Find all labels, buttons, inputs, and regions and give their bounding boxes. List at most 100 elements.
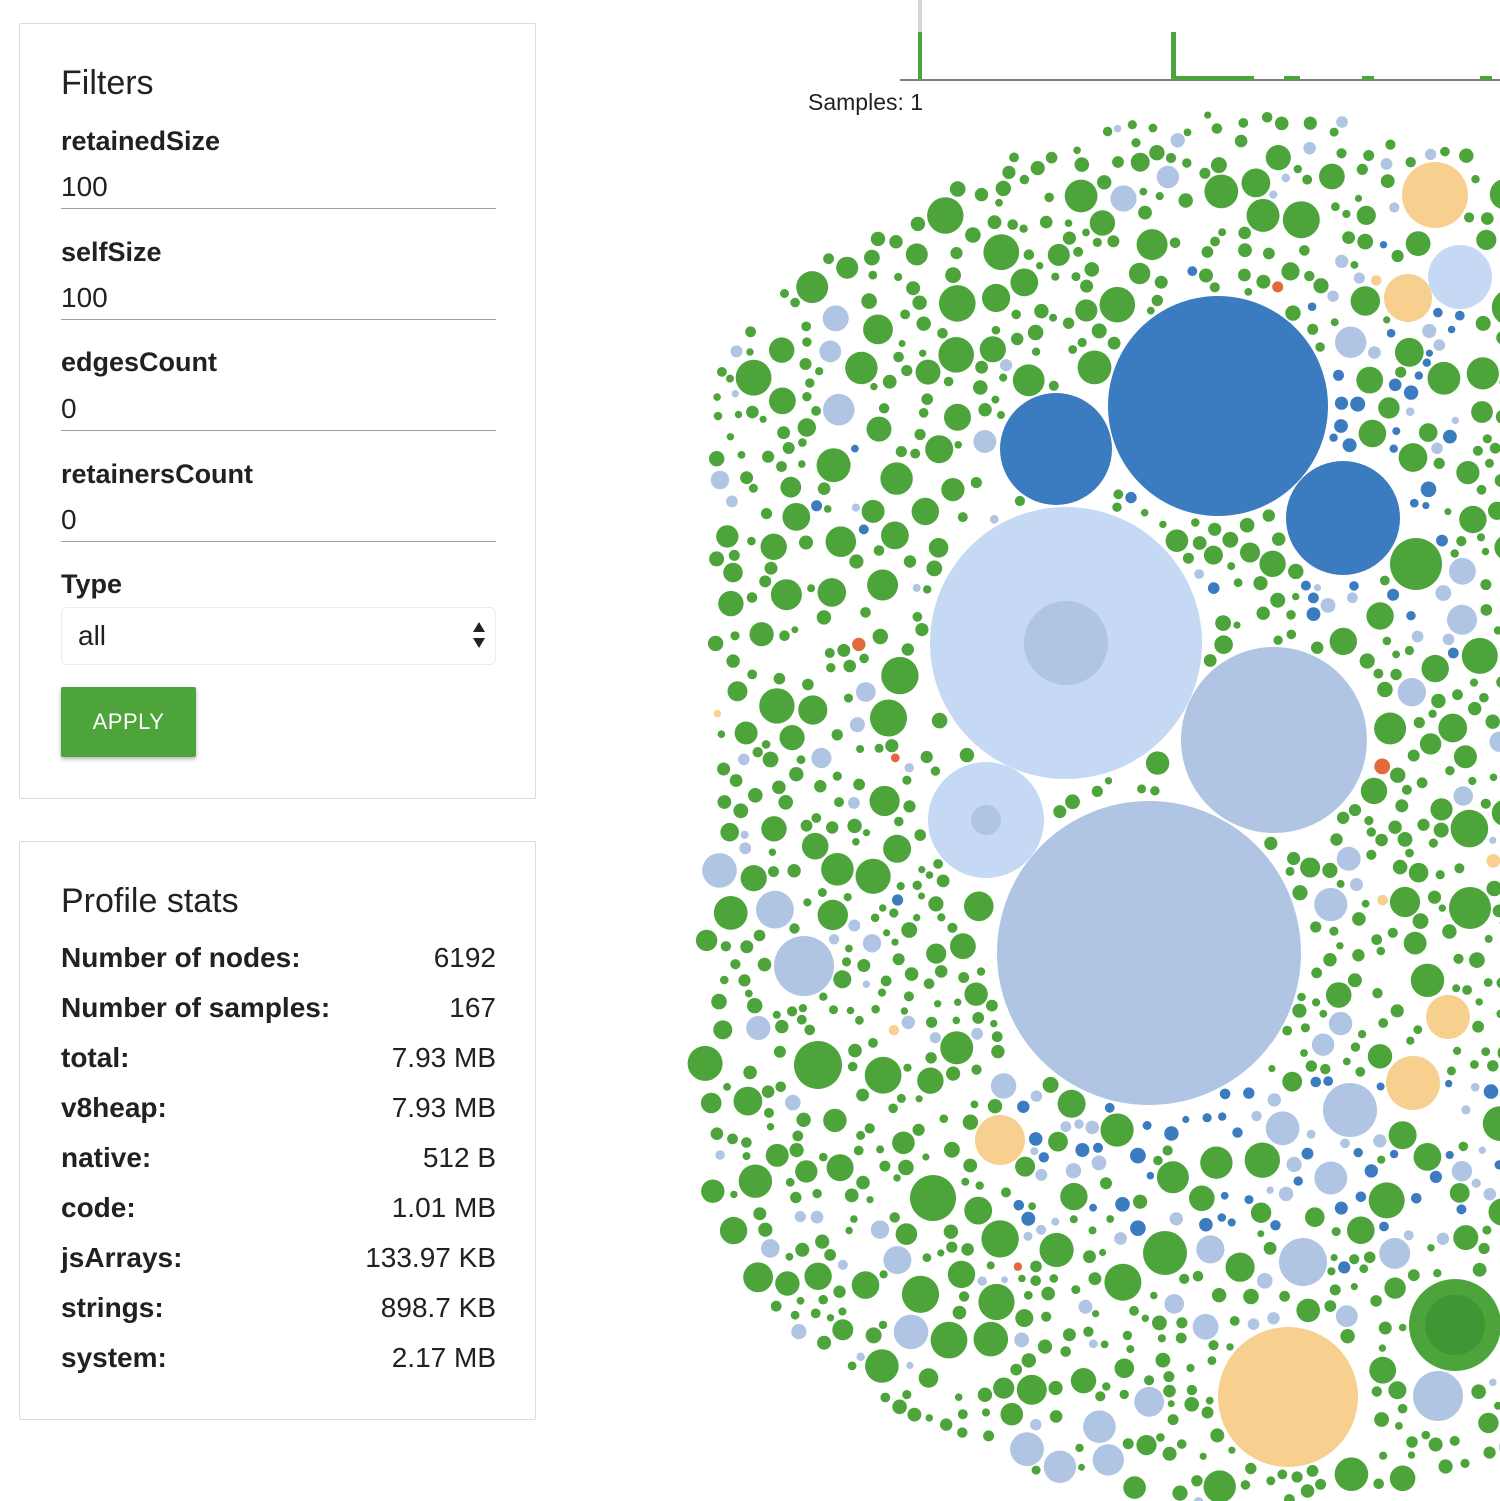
heap-node-bubble[interactable]	[1122, 1438, 1134, 1450]
heap-node-bubble[interactable]	[799, 358, 812, 370]
heap-node-bubble[interactable]	[846, 1006, 855, 1015]
heap-node-bubble[interactable]	[1494, 474, 1500, 487]
heap-node-bubble[interactable]	[1384, 1277, 1406, 1299]
heap-node-bubble[interactable]	[1102, 126, 1113, 137]
heap-node-bubble[interactable]	[1438, 1459, 1453, 1474]
heap-node-bubble[interactable]	[1335, 1305, 1358, 1328]
heap-node-bubble[interactable]	[1186, 1384, 1198, 1396]
heap-node-bubble[interactable]	[1304, 270, 1315, 282]
retained-size-input[interactable]	[61, 165, 496, 209]
heap-node-bubble[interactable]	[1471, 175, 1480, 184]
heap-node-bubble[interactable]	[981, 1220, 1019, 1258]
heap-node-bubble[interactable]	[940, 1031, 974, 1065]
heap-node-bubble[interactable]	[952, 1305, 967, 1320]
heap-node-bubble[interactable]	[1011, 332, 1024, 346]
heap-node-bubble[interactable]	[717, 795, 732, 809]
heap-node-bubble[interactable]	[1130, 1147, 1146, 1164]
heap-node-bubble[interactable]	[898, 1159, 914, 1176]
heap-node-bubble[interactable]	[1483, 1084, 1499, 1099]
heap-node-bubble[interactable]	[1469, 952, 1485, 968]
heap-node-bubble[interactable]	[1218, 1327, 1358, 1467]
heap-node-bubble[interactable]	[749, 622, 774, 647]
heap-node-bubble[interactable]	[1062, 317, 1075, 329]
heap-node-bubble[interactable]	[1358, 419, 1387, 448]
heap-node-bubble[interactable]	[876, 1145, 885, 1154]
heap-node-bubble[interactable]	[1263, 247, 1275, 260]
heap-node-bubble[interactable]	[740, 940, 754, 954]
heap-node-bubble[interactable]	[1450, 549, 1459, 558]
heap-node-bubble[interactable]	[912, 295, 927, 310]
heap-node-bubble[interactable]	[716, 525, 739, 548]
heap-node-bubble[interactable]	[925, 871, 934, 879]
heap-node-bubble[interactable]	[1069, 1215, 1078, 1224]
heap-node-bubble[interactable]	[1107, 336, 1121, 350]
heap-node-bubble[interactable]	[1243, 1087, 1255, 1099]
heap-node-bubble[interactable]	[1226, 1343, 1234, 1351]
heap-node-bubble[interactable]	[792, 1130, 804, 1142]
heap-node-bubble[interactable]	[888, 1103, 898, 1114]
heap-node-bubble[interactable]	[1091, 1155, 1107, 1171]
heap-node-bubble[interactable]	[1373, 668, 1384, 679]
heap-node-bubble[interactable]	[1250, 1202, 1272, 1223]
heap-node-bubble[interactable]	[1435, 870, 1445, 880]
heap-node-bubble[interactable]	[883, 929, 891, 937]
heap-node-bubble[interactable]	[915, 359, 941, 385]
heap-node-bubble[interactable]	[1048, 1380, 1063, 1396]
heap-node-bubble[interactable]	[1314, 1161, 1348, 1195]
heap-node-bubble[interactable]	[1453, 1225, 1479, 1251]
heap-node-bubble[interactable]	[1452, 689, 1463, 701]
heap-node-bubble[interactable]	[997, 411, 1005, 419]
heap-node-bubble[interactable]	[738, 974, 751, 987]
heap-node-bubble[interactable]	[1227, 1218, 1236, 1227]
heap-node-bubble[interactable]	[1238, 118, 1249, 128]
heap-node-bubble[interactable]	[866, 416, 892, 442]
heap-node-bubble[interactable]	[1282, 1071, 1303, 1092]
heap-node-bubble[interactable]	[1238, 226, 1251, 240]
heap-node-bubble[interactable]	[778, 795, 793, 810]
heap-node-bubble[interactable]	[879, 1160, 891, 1172]
heap-node-bubble[interactable]	[1478, 1412, 1499, 1434]
heap-node-bubble[interactable]	[1269, 190, 1278, 199]
heap-node-bubble[interactable]	[1311, 641, 1324, 654]
heap-node-bubble[interactable]	[1162, 1446, 1177, 1461]
heap-node-bubble[interactable]	[1373, 1478, 1384, 1490]
heap-node-bubble[interactable]	[1389, 886, 1421, 918]
heap-node-bubble[interactable]	[1414, 371, 1424, 380]
heap-node-bubble[interactable]	[764, 1107, 774, 1118]
heap-node-bubble[interactable]	[1112, 156, 1124, 168]
heap-node-bubble[interactable]	[1110, 185, 1137, 212]
heap-node-bubble[interactable]	[1179, 1273, 1190, 1284]
heap-node-bubble[interactable]	[1154, 275, 1168, 289]
heap-node-bubble[interactable]	[1182, 158, 1192, 168]
heap-node-bubble[interactable]	[1377, 894, 1388, 906]
heap-node-bubble[interactable]	[824, 648, 835, 658]
heap-node-bubble[interactable]	[789, 767, 804, 782]
heap-node-bubble[interactable]	[1143, 1231, 1187, 1275]
heap-node-bubble[interactable]	[845, 351, 878, 385]
heap-node-bubble[interactable]	[700, 1092, 722, 1114]
heap-node-bubble[interactable]	[879, 904, 887, 912]
heap-node-bubble[interactable]	[1350, 1283, 1358, 1291]
heap-node-bubble[interactable]	[1222, 531, 1239, 548]
heap-node-bubble[interactable]	[760, 507, 773, 520]
heap-node-bubble[interactable]	[1404, 645, 1414, 656]
heap-node-bubble[interactable]	[1366, 602, 1394, 630]
heap-node-bubble[interactable]	[1469, 678, 1479, 687]
heap-node-bubble[interactable]	[723, 562, 743, 583]
heap-node-bubble[interactable]	[1262, 509, 1276, 522]
heap-node-bubble[interactable]	[1065, 1163, 1082, 1179]
heap-node-bubble[interactable]	[1451, 1161, 1473, 1182]
heap-node-bubble[interactable]	[760, 533, 787, 560]
heap-node-bubble[interactable]	[1480, 604, 1493, 616]
heap-node-bubble[interactable]	[1329, 127, 1339, 137]
heap-node-bubble[interactable]	[923, 978, 935, 989]
heap-node-bubble[interactable]	[769, 337, 795, 363]
heap-node-bubble[interactable]	[870, 699, 907, 737]
heap-node-bubble[interactable]	[1123, 1476, 1146, 1499]
heap-node-bubble[interactable]	[847, 1361, 857, 1371]
heap-node-bubble[interactable]	[987, 215, 1002, 230]
heap-node-bubble[interactable]	[1371, 275, 1382, 286]
heap-node-bubble[interactable]	[990, 1019, 998, 1028]
heap-node-bubble[interactable]	[1104, 777, 1113, 785]
heap-node-bubble[interactable]	[1057, 1089, 1086, 1118]
